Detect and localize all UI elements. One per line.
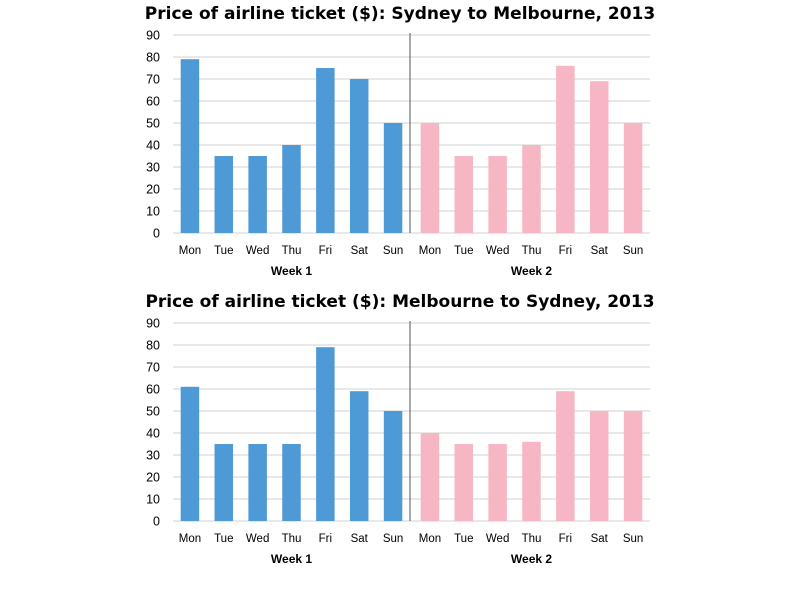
- x-tick-label: Mon: [179, 245, 201, 257]
- x-tick-label: Thu: [522, 533, 542, 545]
- y-tick-label: 50: [146, 405, 160, 419]
- y-tick-label: 70: [146, 73, 160, 87]
- x-tick-label: Sat: [351, 245, 369, 257]
- bar-week-2-wed: [488, 156, 507, 233]
- bar-week-1-tue: [214, 444, 234, 521]
- bar-week-2-fri: [556, 65, 575, 233]
- chart-melbourne-to-sydney: Price of airline ticket ($): Melbourne t…: [145, 292, 654, 566]
- y-tick-label: 80: [146, 51, 160, 65]
- x-tick-label: Mon: [419, 245, 441, 257]
- group-label: Week 1: [271, 264, 312, 278]
- chart-title: Price of airline ticket ($): Sydney to M…: [145, 4, 655, 24]
- bar-week-2-sun: [623, 411, 643, 521]
- x-tick-label: Sun: [383, 533, 403, 545]
- x-tick-label: Sat: [591, 533, 609, 545]
- y-tick-label: 90: [146, 29, 160, 43]
- bar-week-1-sun: [383, 123, 403, 233]
- y-tick-label: 40: [146, 139, 160, 153]
- bar-week-2-thu: [522, 441, 541, 521]
- x-tick-label: Wed: [486, 245, 509, 257]
- bar-week-1-wed: [248, 156, 267, 233]
- bar-week-1-thu: [282, 444, 301, 521]
- x-tick-label: Tue: [214, 533, 233, 545]
- x-tick-label: Tue: [454, 245, 473, 257]
- bar-week-2-fri: [556, 391, 575, 521]
- x-tick-label: Mon: [179, 533, 201, 545]
- x-tick-label: Fri: [319, 245, 332, 257]
- bar-week-1-mon: [180, 59, 200, 234]
- bar-week-2-sat: [589, 411, 609, 521]
- bar-week-1-sun: [383, 411, 403, 521]
- bar-week-2-wed: [488, 444, 507, 521]
- x-tick-label: Sat: [351, 533, 369, 545]
- group-label: Week 2: [511, 552, 552, 566]
- x-tick-label: Tue: [454, 533, 473, 545]
- bar-week-1-sat: [349, 391, 369, 521]
- y-tick-label: 0: [153, 227, 160, 241]
- bar-week-2-sun: [623, 123, 643, 233]
- bar-week-2-sat: [589, 81, 609, 233]
- bar-week-1-mon: [180, 386, 200, 521]
- bar-week-1-wed: [248, 444, 267, 521]
- x-tick-label: Tue: [214, 245, 233, 257]
- x-tick-label: Thu: [282, 245, 302, 257]
- x-tick-label: Fri: [319, 533, 332, 545]
- chart-sydney-to-melbourne: Price of airline ticket ($): Sydney to M…: [145, 4, 655, 278]
- bar-week-2-thu: [522, 145, 541, 233]
- x-tick-label: Sun: [623, 245, 643, 257]
- bar-week-2-tue: [454, 444, 474, 521]
- x-tick-label: Wed: [246, 245, 269, 257]
- group-label: Week 1: [271, 552, 312, 566]
- bar-week-2-mon: [420, 433, 440, 521]
- bar-week-2-tue: [454, 156, 474, 233]
- x-tick-label: Thu: [522, 245, 542, 257]
- bar-week-1-fri: [316, 347, 335, 521]
- y-tick-label: 90: [146, 317, 160, 331]
- y-tick-label: 10: [146, 205, 160, 219]
- bar-week-2-mon: [420, 123, 440, 233]
- x-tick-label: Fri: [559, 533, 572, 545]
- bar-week-1-tue: [214, 156, 234, 233]
- group-label: Week 2: [511, 264, 552, 278]
- chart-title: Price of airline ticket ($): Melbourne t…: [145, 292, 654, 312]
- y-tick-label: 80: [146, 339, 160, 353]
- bar-week-1-thu: [282, 145, 301, 233]
- x-tick-label: Thu: [282, 533, 302, 545]
- bar-week-1-sat: [349, 79, 369, 233]
- y-tick-label: 0: [153, 515, 160, 529]
- x-tick-label: Mon: [419, 533, 441, 545]
- y-tick-label: 30: [146, 161, 160, 175]
- y-tick-label: 70: [146, 361, 160, 375]
- x-tick-label: Fri: [559, 245, 572, 257]
- y-tick-label: 60: [146, 383, 160, 397]
- y-tick-label: 10: [146, 493, 160, 507]
- y-tick-label: 60: [146, 95, 160, 109]
- y-tick-label: 30: [146, 449, 160, 463]
- y-tick-label: 40: [146, 427, 160, 441]
- x-tick-label: Wed: [486, 533, 509, 545]
- y-tick-label: 50: [146, 117, 160, 131]
- bar-week-1-fri: [316, 68, 335, 233]
- x-tick-label: Sun: [383, 245, 403, 257]
- y-tick-label: 20: [146, 183, 160, 197]
- x-tick-label: Sun: [623, 533, 643, 545]
- x-tick-label: Wed: [246, 533, 269, 545]
- y-tick-label: 20: [146, 471, 160, 485]
- x-tick-label: Sat: [591, 245, 609, 257]
